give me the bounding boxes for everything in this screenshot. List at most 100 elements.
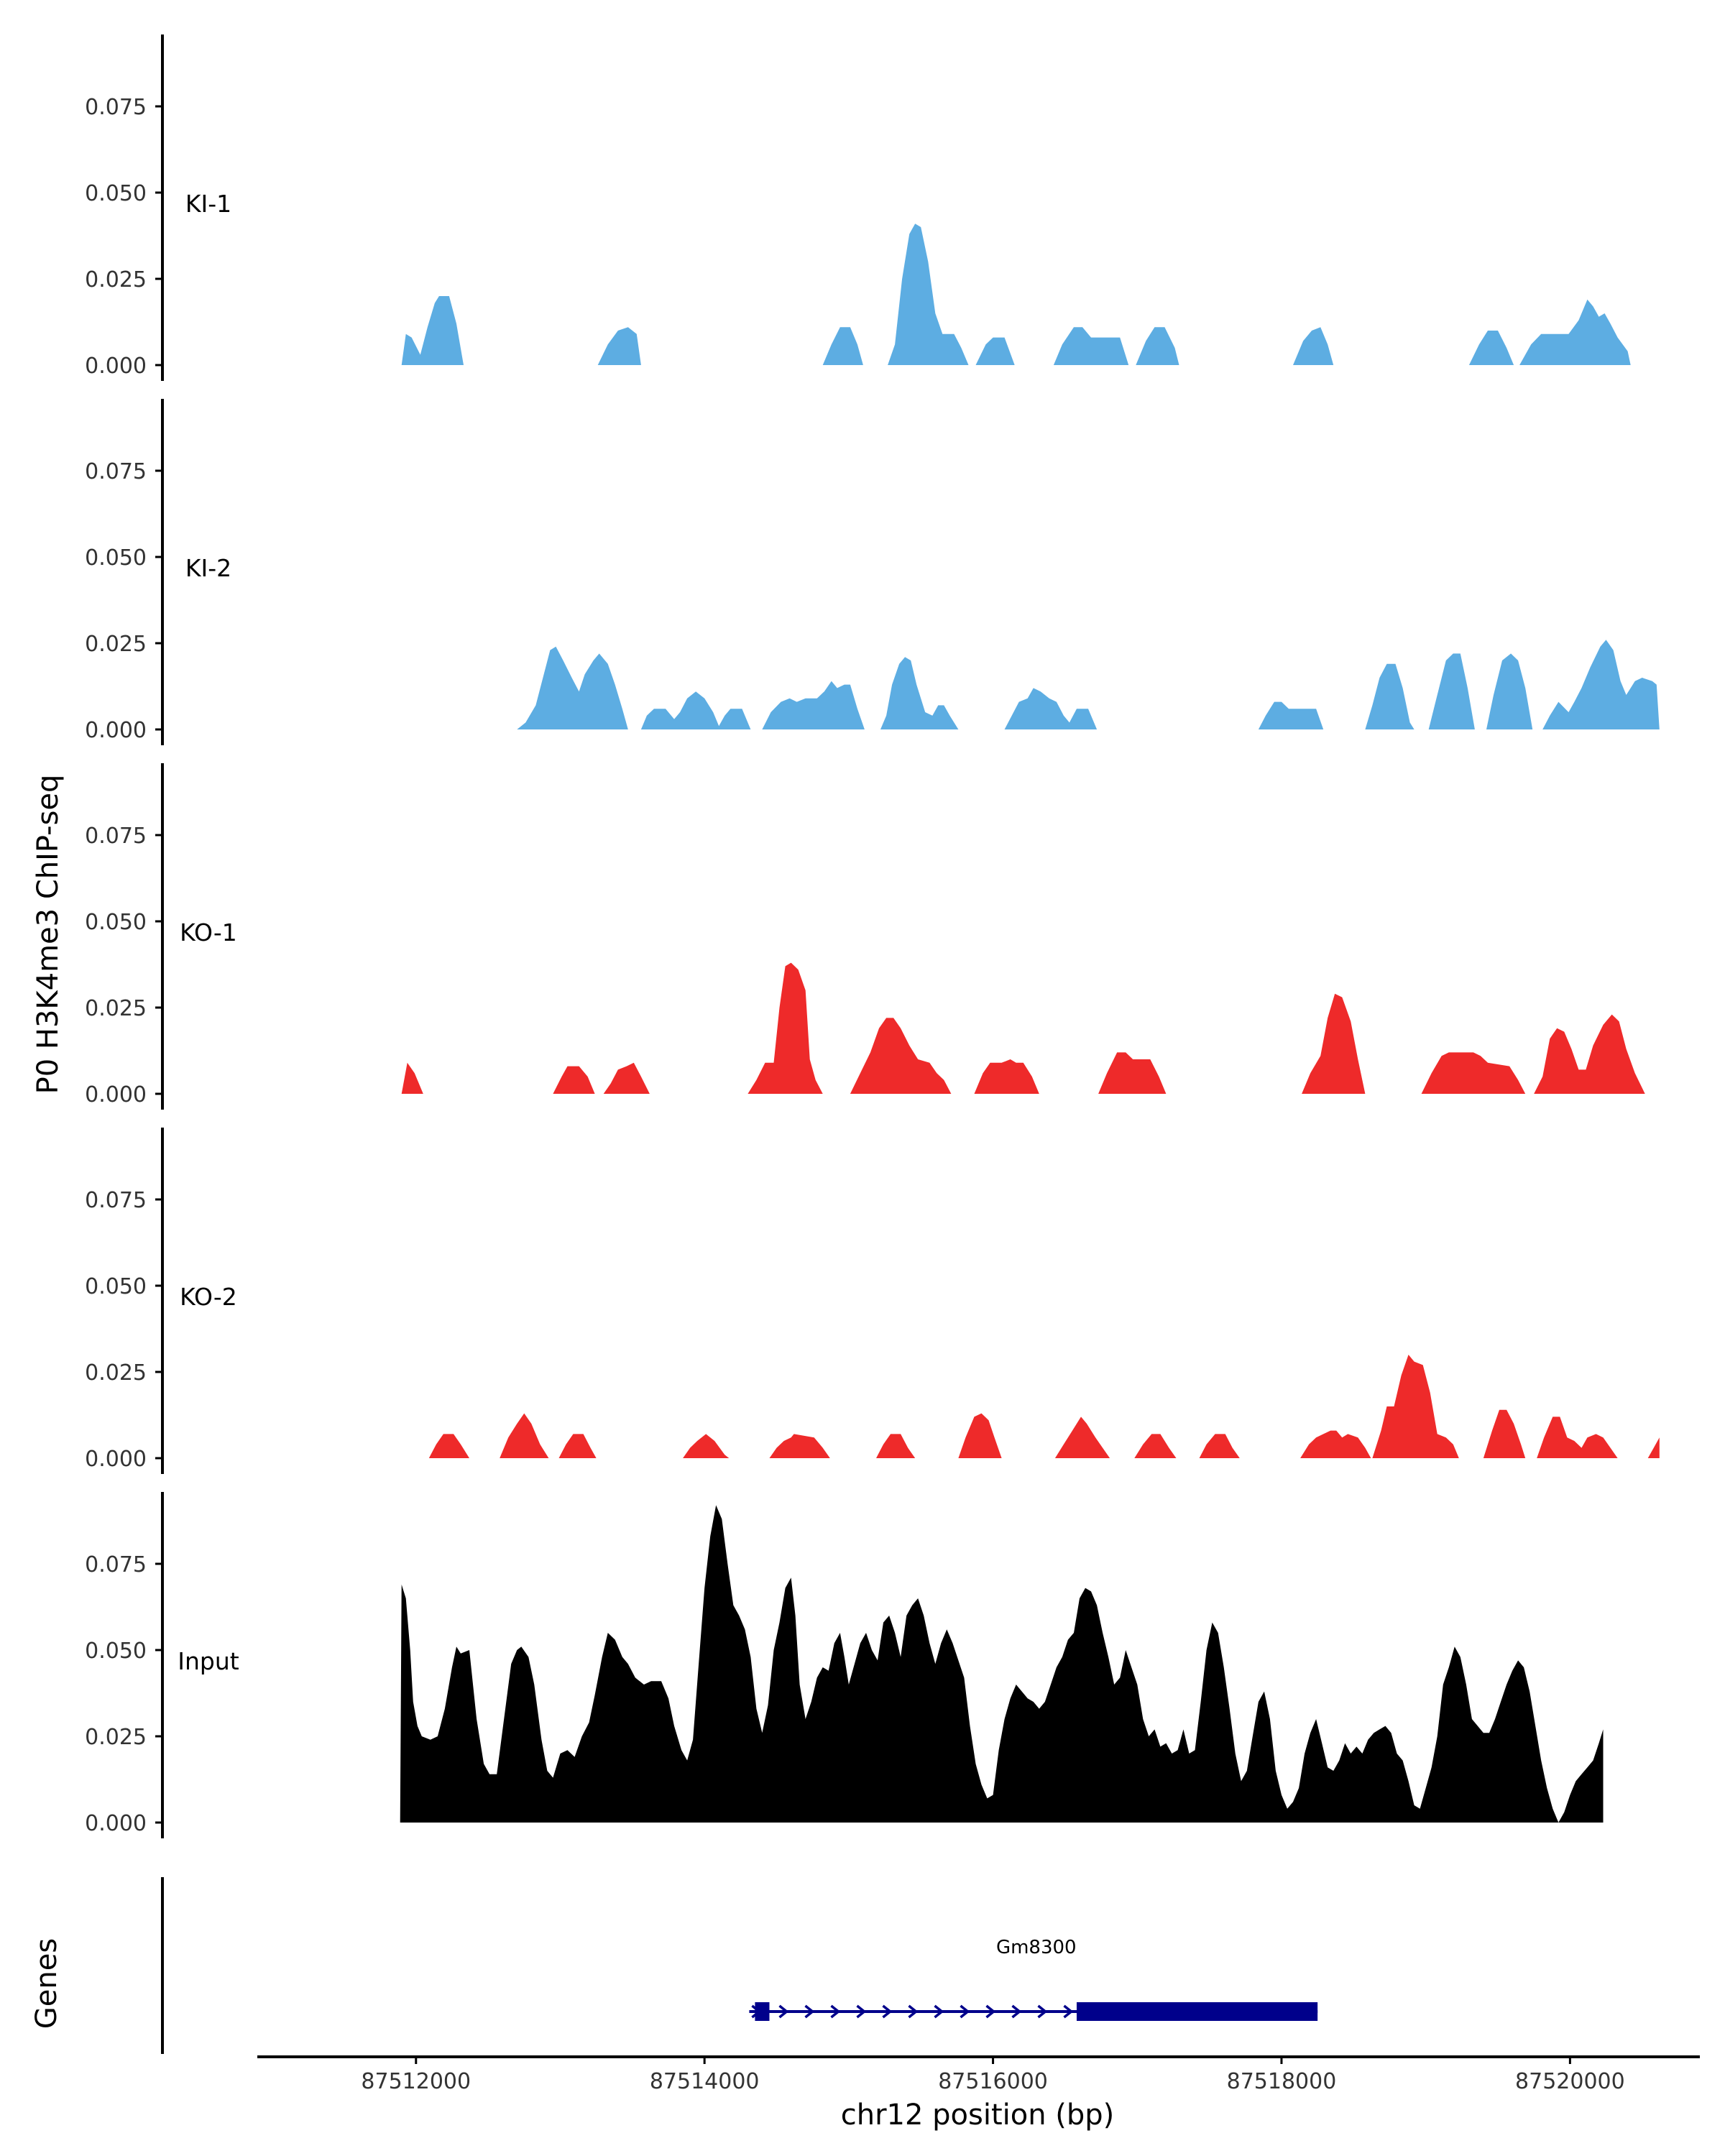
gene-exon (755, 2002, 770, 2021)
y-tick-label: 0.050 (85, 1274, 147, 1299)
signal-peak (1136, 327, 1179, 365)
signal-peak (1483, 1409, 1526, 1458)
signal-peak (850, 1018, 952, 1094)
signal-peak (640, 691, 751, 729)
signal-peak (400, 1505, 1604, 1823)
y-tick-label: 0.050 (85, 910, 147, 935)
signal-peak (1428, 653, 1475, 729)
genes-axis-title: Genes (30, 1938, 63, 2029)
y-tick-label: 0.000 (85, 354, 147, 379)
y-axis-title: P0 H3K4me3 ChIP-seq (32, 775, 65, 1095)
gene-exon (1076, 2002, 1318, 2021)
strand-arrow-icon (985, 2004, 996, 2019)
y-tick-label: 0.025 (85, 1360, 147, 1386)
signal-peak (1134, 1434, 1177, 1458)
signal-peak (1300, 1430, 1371, 1458)
signal-peak (1004, 688, 1098, 729)
track-panel-ko-2: 0.000 0.025 0.050 0.075 KO-2 (85, 1128, 1660, 1474)
signal-peak (428, 1434, 469, 1458)
track-panel-ki-1: 0.000 0.025 0.050 0.075 KI-1 (85, 34, 1631, 381)
x-axis-title: chr12 position (bp) (841, 2099, 1115, 2132)
x-axis: 87512000 87514000 87516000 87518000 87520000 (257, 2055, 1700, 2094)
signal-peak (1486, 653, 1533, 729)
signal-peak (769, 1434, 830, 1458)
y-tick-label: 0.050 (85, 1639, 147, 1664)
track-label-ki-2: KI-2 (185, 554, 231, 582)
track-label-input: Input (178, 1647, 239, 1675)
y-tick-label: 0.050 (85, 181, 147, 206)
strand-arrow-icon (960, 2004, 970, 2019)
signal-peak (822, 327, 863, 365)
signal-peak (553, 1066, 595, 1094)
strand-arrow-icon (1063, 2004, 1074, 2019)
signal-peak (1302, 993, 1366, 1094)
y-tick-label: 0.025 (85, 996, 147, 1021)
tracks-layer: 0.0000.0250.0500.075KI-10.0000.0250.0500… (85, 34, 1660, 1838)
signal-peak (1647, 1437, 1660, 1458)
signal-peak (1199, 1434, 1240, 1458)
strand-arrow-icon (778, 2004, 789, 2019)
signal-peak (597, 327, 641, 365)
signal-peak (603, 1062, 650, 1094)
signal-peak (683, 1434, 730, 1458)
y-tick-label: 0.025 (85, 267, 147, 292)
y-tick-label: 0.000 (85, 718, 147, 743)
signal-peak (1372, 1355, 1459, 1458)
track-panel-input: 0.000 0.025 0.050 0.075 Input (85, 1492, 1604, 1838)
y-tick-label: 0.000 (85, 1082, 147, 1107)
strand-arrow-icon (804, 2004, 815, 2019)
signal-peak (1468, 331, 1514, 365)
signal-peak (974, 1059, 1039, 1094)
x-tick-label: 87514000 (650, 2069, 760, 2094)
signal-peak (958, 1413, 1002, 1458)
signal-peak (500, 1413, 549, 1458)
signal-peak (401, 1062, 423, 1094)
signal-peak (558, 1434, 597, 1458)
genes-panel: Gm8300 (161, 1877, 1318, 2054)
strand-arrow-icon (934, 2004, 944, 2019)
signal-peak (876, 1434, 916, 1458)
y-tick-label: 0.075 (85, 95, 147, 120)
strand-arrow-icon (882, 2004, 893, 2019)
signal-peak (1098, 1052, 1167, 1094)
strand-arrow-icon (830, 2004, 841, 2019)
signal-peak (888, 224, 969, 365)
strand-arrow-icon (1011, 2004, 1022, 2019)
x-tick-label: 87518000 (1227, 2069, 1337, 2094)
signal-peak (1542, 640, 1660, 729)
y-tick-label: 0.075 (85, 1188, 147, 1213)
y-tick-label: 0.075 (85, 459, 147, 484)
signal-peak (880, 657, 959, 729)
track-label-ko-2: KO-2 (180, 1283, 237, 1311)
signal-peak (1054, 1416, 1110, 1458)
gene-gm8300: Gm8300 (749, 1937, 1318, 2021)
track-panel-ki-2: 0.000 0.025 0.050 0.075 KI-2 (85, 399, 1660, 745)
y-tick-label: 0.025 (85, 632, 147, 657)
strand-arrow-icon (908, 2004, 919, 2019)
y-tick-label: 0.000 (85, 1447, 147, 1472)
signal-peak (1421, 1052, 1526, 1094)
signal-peak (748, 962, 823, 1094)
signal-peak (975, 337, 1015, 365)
y-tick-label: 0.050 (85, 545, 147, 571)
x-tick-label: 87516000 (938, 2069, 1048, 2094)
signal-peak (517, 646, 628, 729)
y-tick-label: 0.025 (85, 1725, 147, 1750)
signal-peak (401, 296, 464, 365)
y-tick-label: 0.075 (85, 824, 147, 849)
x-tick-label: 87512000 (361, 2069, 471, 2094)
signal-peak (1365, 663, 1414, 729)
track-label-ki-1: KI-1 (185, 190, 231, 218)
x-tick-label: 87520000 (1515, 2069, 1625, 2094)
track-panel-ko-1: 0.000 0.025 0.050 0.075 KO-1 (85, 763, 1645, 1110)
signal-peak (1258, 701, 1324, 729)
track-label-ko-1: KO-1 (180, 918, 237, 946)
signal-peak (1293, 327, 1334, 365)
strand-arrow-icon (856, 2004, 867, 2019)
signal-peak (1537, 1416, 1618, 1458)
y-tick-label: 0.000 (85, 1811, 147, 1836)
y-tick-label: 0.075 (85, 1552, 147, 1577)
signal-peak (1534, 1014, 1645, 1094)
signal-peak (1053, 327, 1129, 365)
